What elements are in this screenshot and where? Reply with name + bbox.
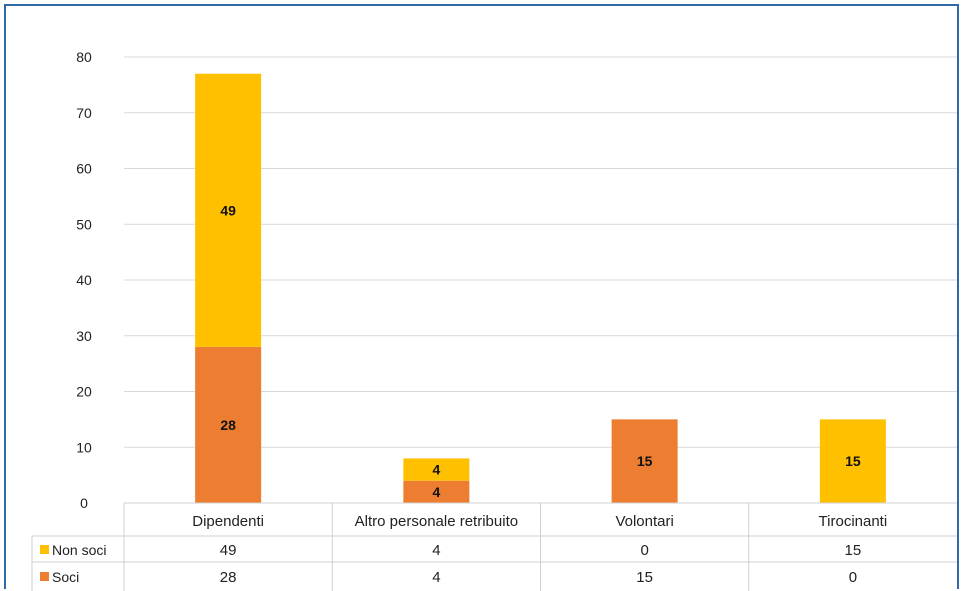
table-cell-value: 4: [432, 569, 440, 586]
bar-data-label: 4: [432, 484, 440, 500]
bar-data-label: 4: [432, 462, 440, 478]
legend-label: Non soci: [52, 542, 106, 558]
y-tick-label: 50: [76, 216, 92, 232]
legend-swatch: [40, 572, 49, 581]
y-axis-tick-labels: 0 10 20 30 40 50 60 70 80: [76, 49, 92, 511]
y-tick-label: 60: [76, 161, 92, 177]
gridlines: [124, 56, 957, 504]
bar-segment-soci: [611, 419, 678, 503]
x-category-label: Dipendenti: [192, 513, 264, 530]
x-category-label: Altro personale retribuito: [355, 513, 518, 530]
bar-data-labels: 28 49 4 4 15 15: [220, 202, 861, 500]
bar-segment-soci: [195, 346, 262, 503]
bar-segment-non-soci: [819, 419, 886, 503]
bars: [195, 73, 886, 503]
bar-segment-non-soci: [195, 73, 262, 347]
bar-data-label: 49: [220, 202, 236, 218]
bar-segment-soci: [403, 480, 470, 503]
table-cell-value: 0: [640, 542, 648, 559]
table-cell-value: 49: [220, 542, 237, 559]
table-cell-value: 28: [220, 569, 237, 586]
bar-segment-non-soci: [403, 458, 470, 481]
bar-data-label: 15: [637, 453, 653, 469]
bar-data-label: 28: [220, 417, 236, 433]
legend-swatch: [40, 545, 49, 554]
y-tick-label: 70: [76, 105, 92, 121]
table-cell-value: 15: [636, 569, 653, 586]
y-tick-label: 30: [76, 328, 92, 344]
table-cell-value: 4: [432, 542, 440, 559]
chart-frame: 0 10 20 30 40 50 60 70 80 28 49 4 4 15 15 Dipendenti A…: [4, 4, 959, 591]
bar-data-label: 15: [845, 453, 861, 469]
y-tick-label: 20: [76, 384, 92, 400]
y-tick-label: 10: [76, 439, 92, 455]
legend-label: Soci: [52, 569, 79, 585]
table-cell-value: 15: [845, 542, 862, 559]
y-tick-label: 0: [80, 495, 88, 511]
y-tick-label: 80: [76, 49, 92, 65]
x-category-label: Volontari: [615, 513, 673, 530]
y-tick-label: 40: [76, 272, 92, 288]
data-table: Dipendenti Altro personale retribuito Volo…: [31, 502, 957, 591]
x-category-label: Tirocinanti: [819, 513, 888, 530]
table-cell-value: 0: [849, 569, 857, 586]
